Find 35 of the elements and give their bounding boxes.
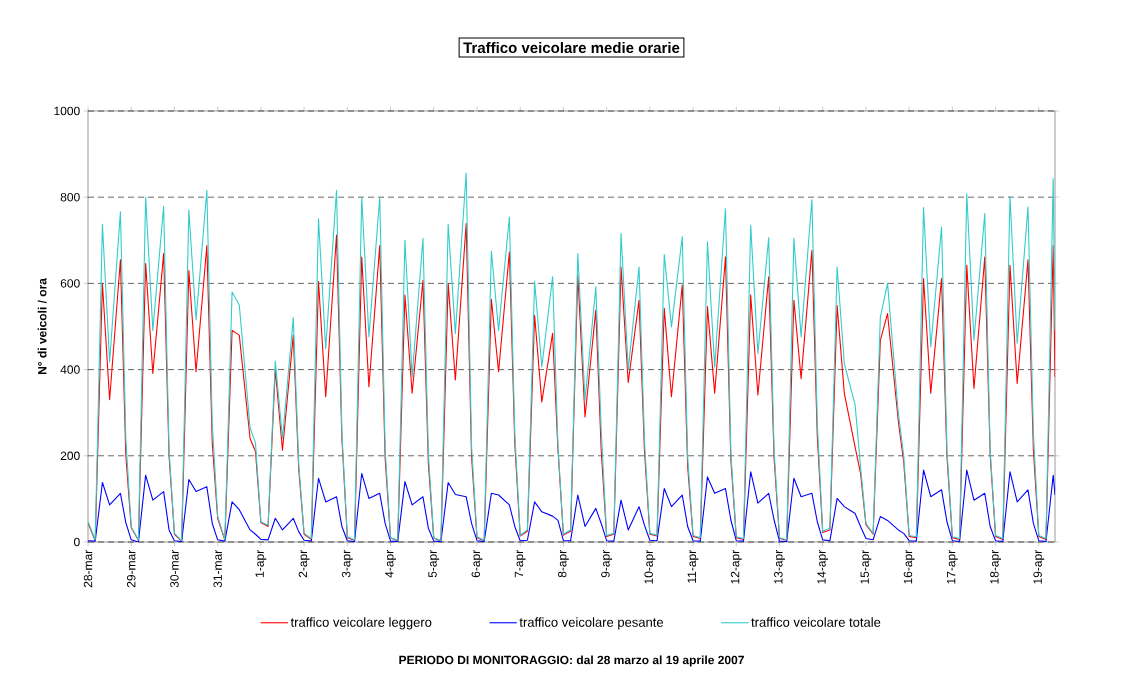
x-tick-label: 7-apr [514, 549, 526, 578]
x-tick-label: 2-apr [298, 549, 310, 578]
x-tick-label: 3-apr [341, 549, 353, 578]
y-tick-label: 200 [60, 451, 80, 461]
x-tick-label: 1-apr [255, 549, 267, 577]
x-tick-label: 31-mar [213, 549, 222, 588]
x-tick-label: 18-apr [990, 550, 1002, 584]
y-axis-title: N° di veicoli / ora [37, 278, 47, 375]
x-tick-label: 9-apr [601, 549, 613, 578]
x-tick-label: 10-apr [644, 550, 656, 584]
text: PERIODO DI MONITORAGGIO: dal 28 marzo al 19 aprile 2007 [399, 655, 744, 667]
x-tick-label: 11-apr [687, 549, 699, 583]
x-tick-label: 13-apr [774, 550, 785, 584]
y-tick-label: 600 [60, 279, 80, 288]
x-tick-label: 4-apr [385, 549, 396, 578]
legend-label: traffico veicolare leggero [290, 617, 432, 630]
x-tick-label: 16-apr [903, 550, 915, 584]
y-tick-label: 400 [60, 365, 80, 374]
x-tick-label: 14-apr [817, 550, 829, 584]
x-tick-label: 5-apr [428, 549, 440, 578]
x-tick-label: 30-mar [170, 549, 179, 588]
x-tick-label: 28-mar [83, 549, 93, 588]
x-tick-label: 19-apr [1033, 550, 1045, 584]
legend-label: traffico veicolare totale [751, 617, 881, 627]
x-tick-label: 17-apr [947, 550, 958, 584]
y-tick-label: 0 [74, 537, 80, 547]
x-tick-label: 8-apr [557, 549, 569, 578]
x-tick-label: 29-mar [126, 549, 136, 588]
x-tick-label: 6-apr [471, 549, 483, 578]
y-tick-label: 800 [60, 192, 80, 202]
x-tick-label: 12-apr [730, 550, 742, 584]
chart-title: Traffico veicolare medie orarie [463, 42, 680, 54]
legend-label: traffico veicolare pesante [519, 617, 664, 630]
y-tick-label: 1000 [54, 106, 80, 116]
x-tick-label: 15-apr [860, 550, 872, 584]
